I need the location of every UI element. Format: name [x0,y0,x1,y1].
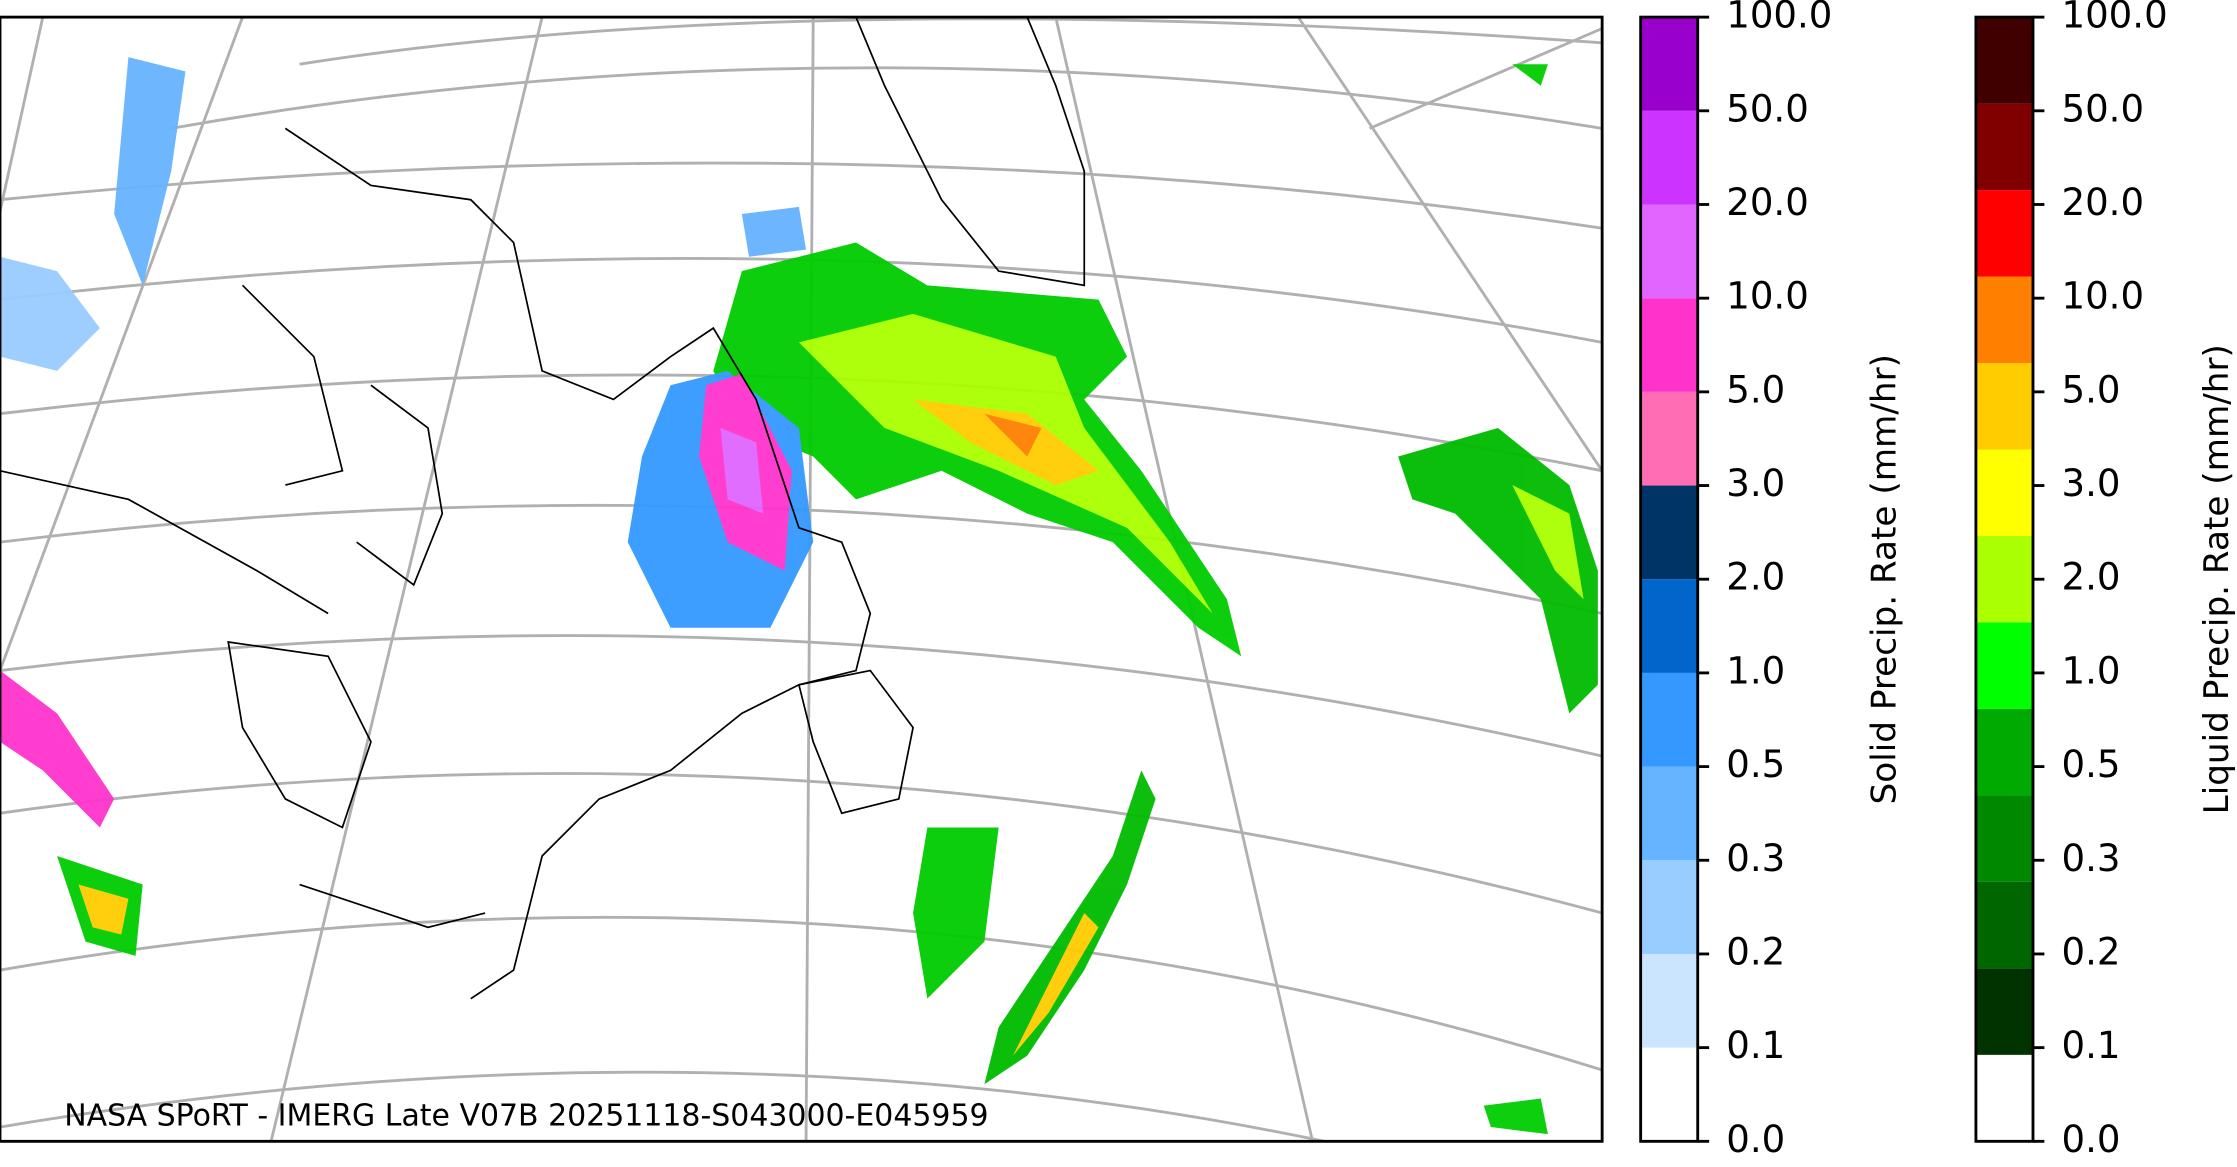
colorbar-tick-label: 100.0 [2062,0,2168,37]
colorbar-tick-label: 1.0 [2062,649,2121,692]
colorbar-tick-label: 0.3 [1726,837,1785,880]
colorbar-segment [1975,449,2033,536]
colorbar-tick-label: 5.0 [1726,368,1785,411]
colorbar-tick-label: 3.0 [2062,462,2121,505]
colorbar-tick-label: 0.2 [1726,930,1785,973]
colorbar-segment [1640,1047,1698,1142]
colorbar-tick-label: 20.0 [2062,181,2145,224]
colorbar-segment [1975,363,2033,450]
colorbar-segment [1975,103,2033,191]
colorbar-tick-label: 0.0 [2062,1118,2121,1161]
colorbar-tick-label: 50.0 [2062,87,2145,130]
colorbar-tick-label: 0.2 [2062,930,2121,973]
map [0,17,1603,1142]
coastlines [0,17,1086,1000]
colorbar-segment [1640,579,1698,673]
colorbar-tick-label: 0.5 [1726,743,1785,786]
colorbar-segment [1640,298,1698,392]
colorbar-segment [1640,672,1698,767]
colorbar-segment [1975,968,2033,1055]
colorbar-segment [1640,766,1698,861]
colorbar-segment [1975,535,2033,623]
colorbar-label: Liquid Precip. Rate (mm/hr) [2197,344,2237,814]
credit: NASA SPoRT - IMERG Late V07B 20251118-S0… [64,1099,988,1134]
colorbar-tick-label: 10.0 [2062,275,2145,318]
colorbar-segment [1975,881,2033,969]
map-background [0,17,1603,1142]
colorbar-segment [1640,391,1698,486]
colorbar-segment [1975,1054,2033,1142]
colorbar-label: Solid Precip. Rate (mm/hr) [1865,354,1905,804]
colorbar-segment [1975,795,2033,882]
colorbar-segment [1640,860,1698,954]
colorbar-tick-label: 0.3 [2062,837,2121,880]
map-frame [0,15,1604,1143]
colorbar-tick-label: 2.0 [2062,556,2121,599]
colorbar-tick-label: 0.1 [2062,1024,2121,1067]
colorbar-tick-label: 0.0 [1726,1118,1785,1161]
colorbar-segment [1640,110,1698,205]
colorbar-tick-label: 5.0 [2062,368,2121,411]
colorbar-tick-label: 0.5 [2062,743,2121,786]
colorbar-tick-label: 0.1 [1726,1024,1785,1067]
colorbar-segment [1975,622,2033,709]
colorbar-tick-label: 100.0 [1726,0,1832,37]
colorbar-segment [1640,485,1698,580]
precipitation [0,57,1598,1135]
colorbar-segment [1975,276,2033,364]
colorbar-segment [1975,708,2033,796]
colorbar-tick-label: 3.0 [1726,462,1785,505]
colorbar-tick-label: 20.0 [1726,181,1809,224]
colorbar-tick-label: 50.0 [1726,87,1809,130]
colorbar-tick-label: 2.0 [1726,556,1785,599]
colorbar-segment [1640,204,1698,299]
colorbar-segment [1975,17,2033,104]
colorbar-segment [1975,190,2033,277]
colorbar-tick-label: 10.0 [1726,275,1809,318]
colorbar-segment [1640,17,1698,111]
colorbar-segment [1640,953,1698,1048]
colorbar-tick-label: 1.0 [1726,649,1785,692]
